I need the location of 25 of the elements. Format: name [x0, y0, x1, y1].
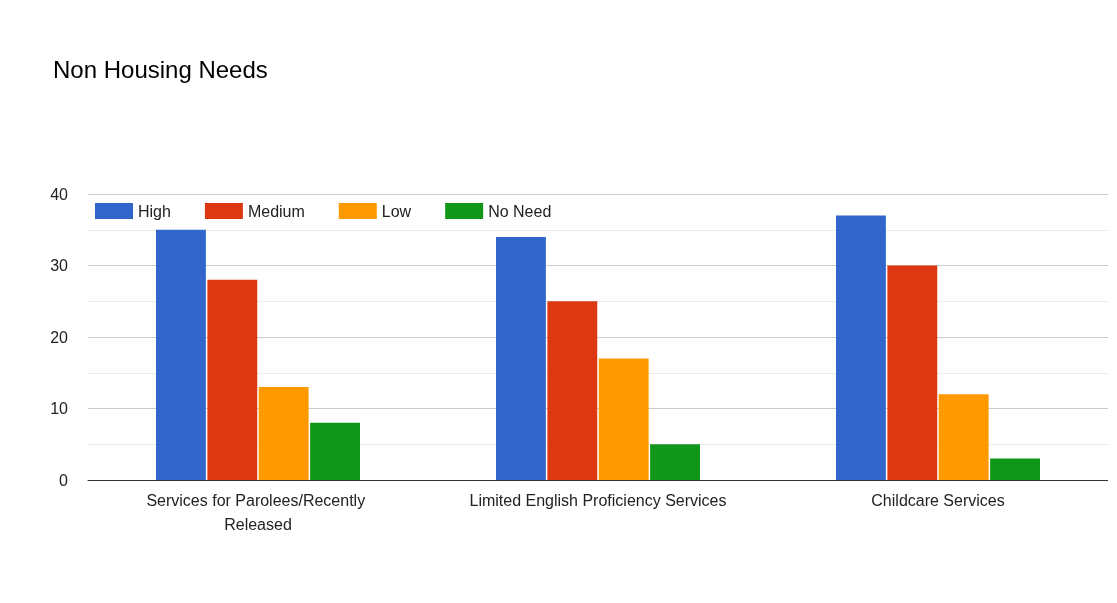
bar — [990, 458, 1040, 480]
bar — [836, 215, 886, 480]
y-tick-label: 0 — [59, 471, 69, 489]
legend-label: Medium — [247, 202, 305, 220]
bar — [887, 265, 938, 480]
y-tick-label: 20 — [50, 328, 69, 346]
bar — [598, 358, 649, 480]
bar — [547, 301, 598, 480]
bar — [258, 387, 309, 480]
y-tick-label: 30 — [50, 257, 69, 274]
y-tick-label: 10 — [50, 400, 69, 417]
legend-label: Low — [381, 202, 412, 220]
x-tick-label: Services for Parolees/Recently Released — [146, 491, 370, 533]
x-tick-label: Childcare Services — [871, 491, 1005, 509]
y-tick-label: 40 — [50, 185, 69, 203]
legend-label: No Need — [488, 202, 552, 220]
legend-label: High — [138, 202, 171, 220]
bar — [207, 279, 258, 480]
bar — [938, 394, 989, 480]
x-tick-label: Limited English Proficiency Services — [469, 491, 727, 509]
bar — [496, 236, 546, 480]
bar — [650, 444, 700, 480]
bar — [156, 229, 206, 480]
bar — [310, 422, 360, 480]
chart-title: Non Housing Needs — [53, 55, 268, 83]
